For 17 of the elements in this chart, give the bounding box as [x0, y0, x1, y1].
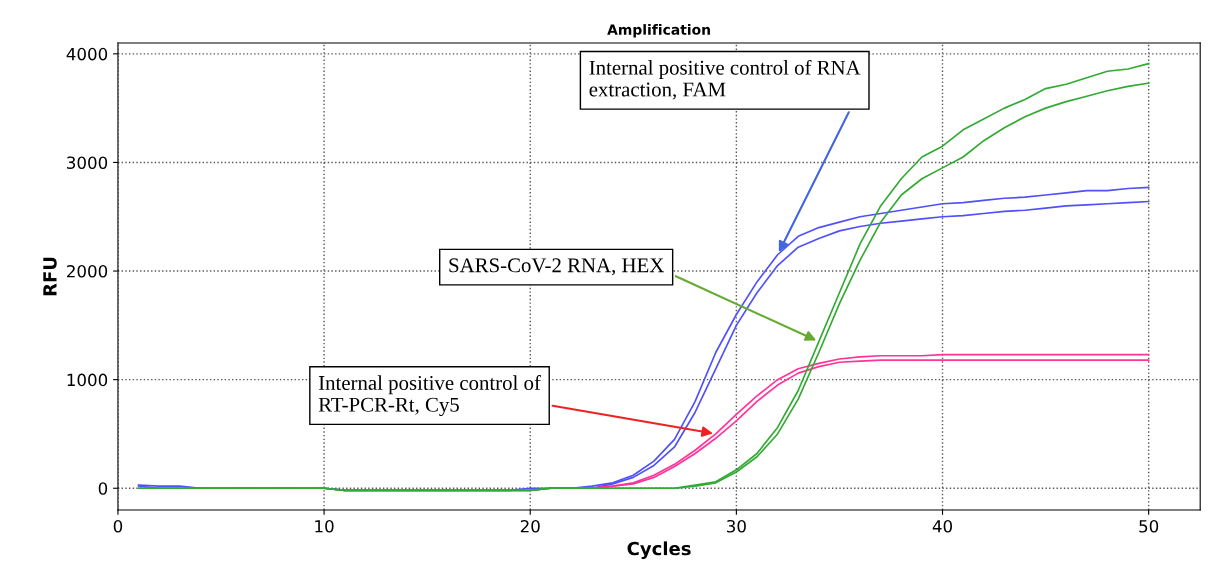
annotation: Internal positive control of RNA extraction, FAM — [589, 59, 861, 100]
y-tick-label: 3000 — [67, 156, 108, 170]
annotation: Internal positive control of RT-PCR-Rt, Cy5 — [318, 375, 541, 417]
x-tick-label: 50 — [1139, 519, 1159, 533]
y-axis-title: RFU — [43, 257, 57, 296]
x-tick-label: 0 — [113, 519, 123, 533]
y-tick-label: 1000 — [67, 373, 108, 387]
x-tick-label: 10 — [315, 519, 334, 533]
y-tick-label: 4000 — [66, 47, 108, 61]
y-tick-label: 2000 — [67, 265, 108, 278]
x-axis-title: Cycles — [627, 541, 691, 559]
x-tick-label: 20 — [520, 519, 540, 533]
x-tick-label: 30 — [727, 519, 746, 533]
chart-title: Amplification — [607, 24, 710, 38]
annotation: SARS-CoV-2 RNA, HEX — [449, 258, 664, 276]
x-tick-label: 40 — [932, 519, 953, 533]
y-tick-label: 0 — [98, 482, 108, 495]
